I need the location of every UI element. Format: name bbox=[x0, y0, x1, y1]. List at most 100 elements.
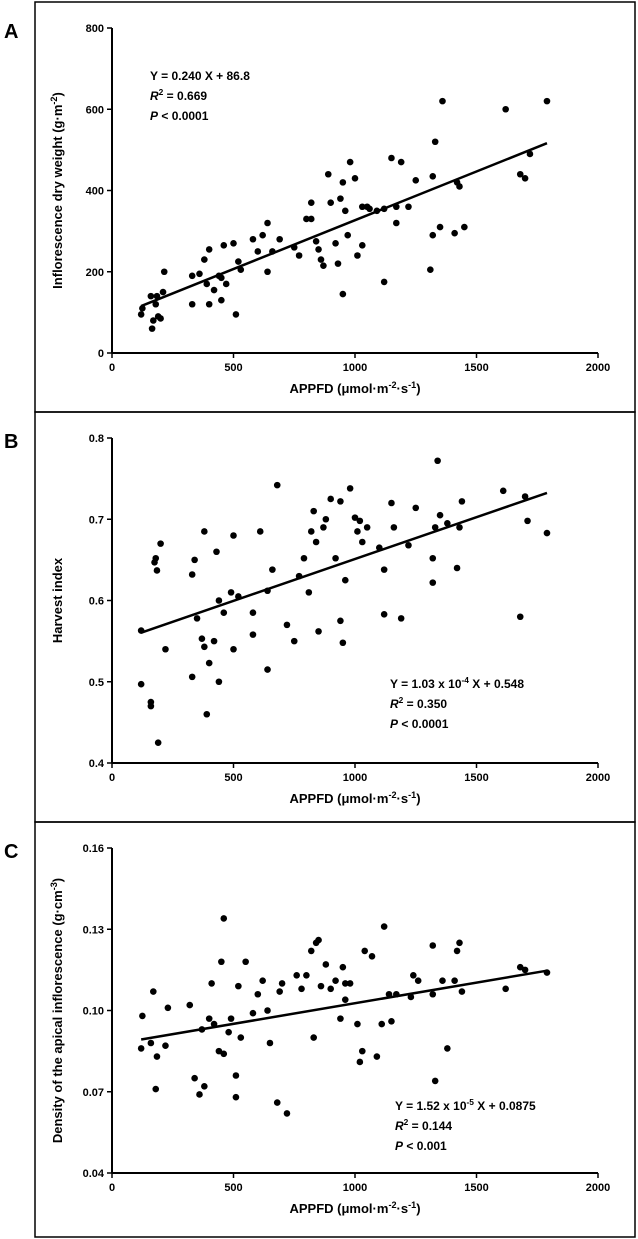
point bbox=[153, 567, 161, 574]
point bbox=[461, 223, 468, 231]
point bbox=[434, 457, 441, 465]
panel-label: B bbox=[4, 431, 18, 453]
point bbox=[397, 615, 405, 622]
point bbox=[205, 659, 213, 667]
point bbox=[388, 1018, 395, 1025]
point bbox=[193, 615, 201, 622]
y-tick-label: 0.04 bbox=[83, 1168, 105, 1180]
point bbox=[337, 617, 344, 625]
point bbox=[334, 260, 342, 267]
annotation: P < 0.0001 bbox=[390, 717, 449, 731]
point bbox=[453, 947, 461, 955]
text-segment: = 0.350 bbox=[403, 697, 447, 711]
point bbox=[351, 514, 359, 521]
point bbox=[137, 311, 145, 318]
text-segment: APPFD (μmol·m bbox=[289, 381, 388, 396]
point bbox=[230, 645, 237, 653]
point bbox=[521, 493, 529, 500]
point bbox=[232, 1093, 240, 1101]
trend-line bbox=[140, 969, 548, 1041]
text-segment: APPFD (μmol·m bbox=[289, 791, 388, 806]
point bbox=[521, 175, 529, 182]
point bbox=[220, 242, 228, 249]
text-segment: Density of the apical inflorescence (g·c… bbox=[50, 890, 65, 1143]
point bbox=[354, 528, 361, 535]
point bbox=[259, 977, 266, 985]
point bbox=[431, 1077, 439, 1085]
point bbox=[293, 971, 300, 979]
y-axis-label: Density of the apical inflorescence (g·c… bbox=[49, 878, 65, 1143]
point bbox=[215, 678, 223, 686]
text-segment: Y = 1.52 x 10 bbox=[395, 1099, 467, 1113]
point bbox=[390, 524, 398, 531]
point bbox=[315, 936, 322, 944]
point bbox=[153, 1053, 161, 1060]
x-tick-label: 1000 bbox=[343, 1182, 367, 1194]
y-tick-label: 0.6 bbox=[89, 596, 104, 608]
text-segment: 2 bbox=[399, 695, 404, 705]
point bbox=[205, 246, 213, 253]
point bbox=[220, 915, 228, 922]
text-segment: ) bbox=[416, 1201, 420, 1216]
point bbox=[254, 990, 262, 998]
point bbox=[249, 1009, 257, 1017]
text-segment: P bbox=[395, 1139, 404, 1153]
point bbox=[315, 246, 322, 253]
point bbox=[307, 199, 315, 206]
point bbox=[373, 1053, 381, 1060]
point bbox=[237, 1034, 245, 1041]
trend-line bbox=[140, 142, 548, 308]
panel-label: A bbox=[4, 21, 18, 43]
point bbox=[218, 958, 225, 966]
point bbox=[397, 158, 405, 166]
point bbox=[412, 504, 420, 512]
point bbox=[264, 1007, 271, 1014]
point bbox=[378, 1020, 386, 1028]
point bbox=[322, 515, 330, 523]
point bbox=[222, 280, 230, 288]
x-axis-label: APPFD (μmol·m-2·s-1) bbox=[289, 380, 420, 396]
point bbox=[205, 1015, 213, 1022]
point bbox=[254, 248, 262, 255]
point bbox=[332, 240, 339, 247]
x-tick-label: 1000 bbox=[343, 362, 367, 374]
point bbox=[327, 985, 335, 993]
text-segment: ·s bbox=[397, 1201, 409, 1216]
text-segment: -2 bbox=[388, 790, 396, 800]
point bbox=[502, 105, 509, 113]
y-axis-label: Inflorescence dry weight (g·m-2) bbox=[49, 92, 65, 289]
annotation: Y = 1.52 x 10-5 X + 0.0875 bbox=[395, 1097, 536, 1113]
point bbox=[157, 540, 164, 547]
point bbox=[444, 1045, 451, 1052]
point bbox=[451, 229, 458, 237]
point bbox=[354, 1020, 361, 1028]
point bbox=[208, 980, 215, 987]
point bbox=[188, 300, 196, 308]
text-segment: P bbox=[390, 717, 399, 731]
point bbox=[456, 183, 463, 190]
y-tick-label: 0.4 bbox=[89, 758, 105, 770]
point bbox=[444, 520, 451, 527]
point bbox=[210, 637, 218, 645]
point bbox=[332, 977, 339, 985]
point bbox=[154, 739, 162, 746]
point bbox=[429, 231, 437, 239]
point bbox=[273, 481, 281, 489]
text-segment: -2 bbox=[49, 97, 59, 105]
point bbox=[346, 980, 354, 987]
point bbox=[358, 203, 366, 211]
text-segment: R bbox=[150, 89, 159, 103]
y-tick-label: 800 bbox=[86, 23, 104, 35]
point bbox=[456, 939, 463, 947]
point bbox=[218, 274, 225, 282]
text-segment: P bbox=[150, 109, 159, 123]
point bbox=[368, 953, 376, 960]
point bbox=[337, 498, 344, 505]
point bbox=[235, 258, 242, 265]
point bbox=[203, 280, 211, 288]
x-tick-label: 1500 bbox=[464, 772, 488, 784]
point bbox=[358, 538, 366, 546]
point bbox=[235, 982, 242, 990]
point bbox=[388, 154, 395, 162]
